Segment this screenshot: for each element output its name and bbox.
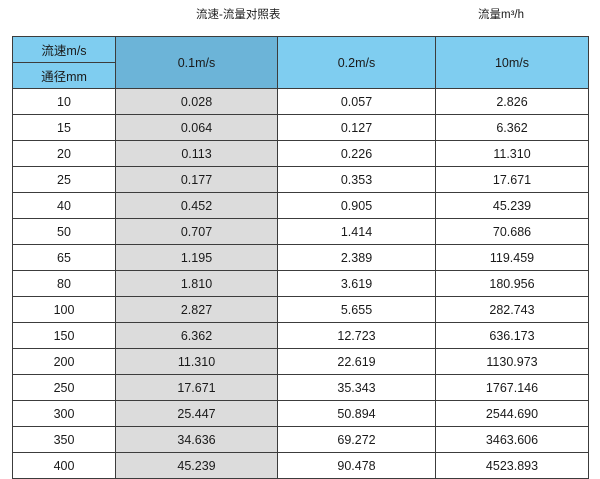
cell-flow-0.1ms: 0.028 <box>115 88 278 115</box>
cell-flow-0.2ms: 0.353 <box>277 166 436 193</box>
caption-row: 流速-流量对照表 流量m³/h <box>0 6 600 30</box>
cell-diameter: 40 <box>12 192 116 219</box>
cell-diameter: 25 <box>12 166 116 193</box>
table-header: 流速m/s 0.1m/s 0.2m/s 10m/s 通径mm <box>12 36 589 89</box>
cell-flow-10ms: 1767.146 <box>435 374 589 401</box>
cell-diameter: 150 <box>12 322 116 349</box>
cell-flow-0.2ms: 50.894 <box>277 400 436 427</box>
cell-flow-0.1ms: 1.195 <box>115 244 278 271</box>
table-row: 10 0.028 0.057 2.826 <box>12 88 589 115</box>
cell-flow-0.2ms: 69.272 <box>277 426 436 453</box>
corner-header-diameter-label: 通径mm <box>12 62 116 89</box>
table-row: 350 34.636 69.272 3463.606 <box>12 426 589 453</box>
cell-diameter: 100 <box>12 296 116 323</box>
cell-flow-0.2ms: 2.389 <box>277 244 436 271</box>
cell-flow-10ms: 45.239 <box>435 192 589 219</box>
cell-diameter: 200 <box>12 348 116 375</box>
column-header-0: 0.1m/s <box>115 36 278 89</box>
cell-flow-0.1ms: 2.827 <box>115 296 278 323</box>
cell-flow-0.1ms: 0.707 <box>115 218 278 245</box>
cell-flow-10ms: 70.686 <box>435 218 589 245</box>
cell-flow-0.1ms: 34.636 <box>115 426 278 453</box>
cell-flow-0.2ms: 0.226 <box>277 140 436 167</box>
cell-flow-10ms: 3463.606 <box>435 426 589 453</box>
cell-diameter: 10 <box>12 88 116 115</box>
cell-diameter: 20 <box>12 140 116 167</box>
cell-flow-10ms: 17.671 <box>435 166 589 193</box>
table-body: 10 0.028 0.057 2.826 15 0.064 0.127 6.362 20 0.11… <box>12 88 589 479</box>
cell-flow-0.2ms: 0.127 <box>277 114 436 141</box>
cell-flow-0.1ms: 1.810 <box>115 270 278 297</box>
table-row: 50 0.707 1.414 70.686 <box>12 218 589 245</box>
table-row: 20 0.113 0.226 11.310 <box>12 140 589 167</box>
column-header-1: 0.2m/s <box>277 36 436 89</box>
cell-flow-0.1ms: 0.452 <box>115 192 278 219</box>
page-title: 流速-流量对照表 <box>196 9 281 21</box>
table-row: 40 0.452 0.905 45.239 <box>12 192 589 219</box>
cell-flow-0.1ms: 6.362 <box>115 322 278 349</box>
cell-flow-10ms: 282.743 <box>435 296 589 323</box>
cell-flow-10ms: 1130.973 <box>435 348 589 375</box>
header-row-bottom: 通径mm <box>12 62 589 89</box>
cell-flow-10ms: 636.173 <box>435 322 589 349</box>
flow-velocity-table: 流速m/s 0.1m/s 0.2m/s 10m/s 通径mm 10 0.028 0.… <box>12 36 589 479</box>
cell-flow-0.2ms: 12.723 <box>277 322 436 349</box>
cell-diameter: 80 <box>12 270 116 297</box>
cell-flow-0.1ms: 0.177 <box>115 166 278 193</box>
table-row: 15 0.064 0.127 6.362 <box>12 114 589 141</box>
cell-flow-0.1ms: 17.671 <box>115 374 278 401</box>
cell-flow-0.1ms: 25.447 <box>115 400 278 427</box>
flow-unit-label: 流量m³/h <box>478 9 524 21</box>
cell-flow-10ms: 2.826 <box>435 88 589 115</box>
table-row: 250 17.671 35.343 1767.146 <box>12 374 589 401</box>
header-row-top: 流速m/s 0.1m/s 0.2m/s 10m/s <box>12 36 589 89</box>
column-header-2: 10m/s <box>435 36 589 89</box>
table-row: 25 0.177 0.353 17.671 <box>12 166 589 193</box>
cell-diameter: 250 <box>12 374 116 401</box>
cell-flow-10ms: 119.459 <box>435 244 589 271</box>
cell-diameter: 65 <box>12 244 116 271</box>
cell-flow-0.2ms: 5.655 <box>277 296 436 323</box>
table-row: 300 25.447 50.894 2544.690 <box>12 400 589 427</box>
cell-flow-0.2ms: 3.619 <box>277 270 436 297</box>
cell-diameter: 15 <box>12 114 116 141</box>
cell-flow-10ms: 180.956 <box>435 270 589 297</box>
cell-diameter: 350 <box>12 426 116 453</box>
page-root: 流速-流量对照表 流量m³/h 流速m/s 0.1m/s 0.2m/s 10m/… <box>0 6 600 479</box>
cell-flow-0.1ms: 0.113 <box>115 140 278 167</box>
cell-diameter: 300 <box>12 400 116 427</box>
cell-flow-0.2ms: 22.619 <box>277 348 436 375</box>
cell-flow-10ms: 2544.690 <box>435 400 589 427</box>
cell-flow-0.2ms: 1.414 <box>277 218 436 245</box>
cell-flow-10ms: 6.362 <box>435 114 589 141</box>
cell-flow-0.1ms: 11.310 <box>115 348 278 375</box>
table-row: 65 1.195 2.389 119.459 <box>12 244 589 271</box>
flow-velocity-table-wrapper: 流速m/s 0.1m/s 0.2m/s 10m/s 通径mm 10 0.028 0.… <box>12 36 589 479</box>
table-row: 150 6.362 12.723 636.173 <box>12 322 589 349</box>
cell-flow-0.2ms: 0.905 <box>277 192 436 219</box>
cell-flow-10ms: 11.310 <box>435 140 589 167</box>
corner-header-velocity-label: 流速m/s <box>12 36 116 63</box>
cell-flow-0.2ms: 35.343 <box>277 374 436 401</box>
table-row: 100 2.827 5.655 282.743 <box>12 296 589 323</box>
cell-flow-0.2ms: 0.057 <box>277 88 436 115</box>
cell-diameter: 50 <box>12 218 116 245</box>
table-row: 80 1.810 3.619 180.956 <box>12 270 589 297</box>
table-row: 200 11.310 22.619 1130.973 <box>12 348 589 375</box>
cell-flow-0.1ms: 0.064 <box>115 114 278 141</box>
